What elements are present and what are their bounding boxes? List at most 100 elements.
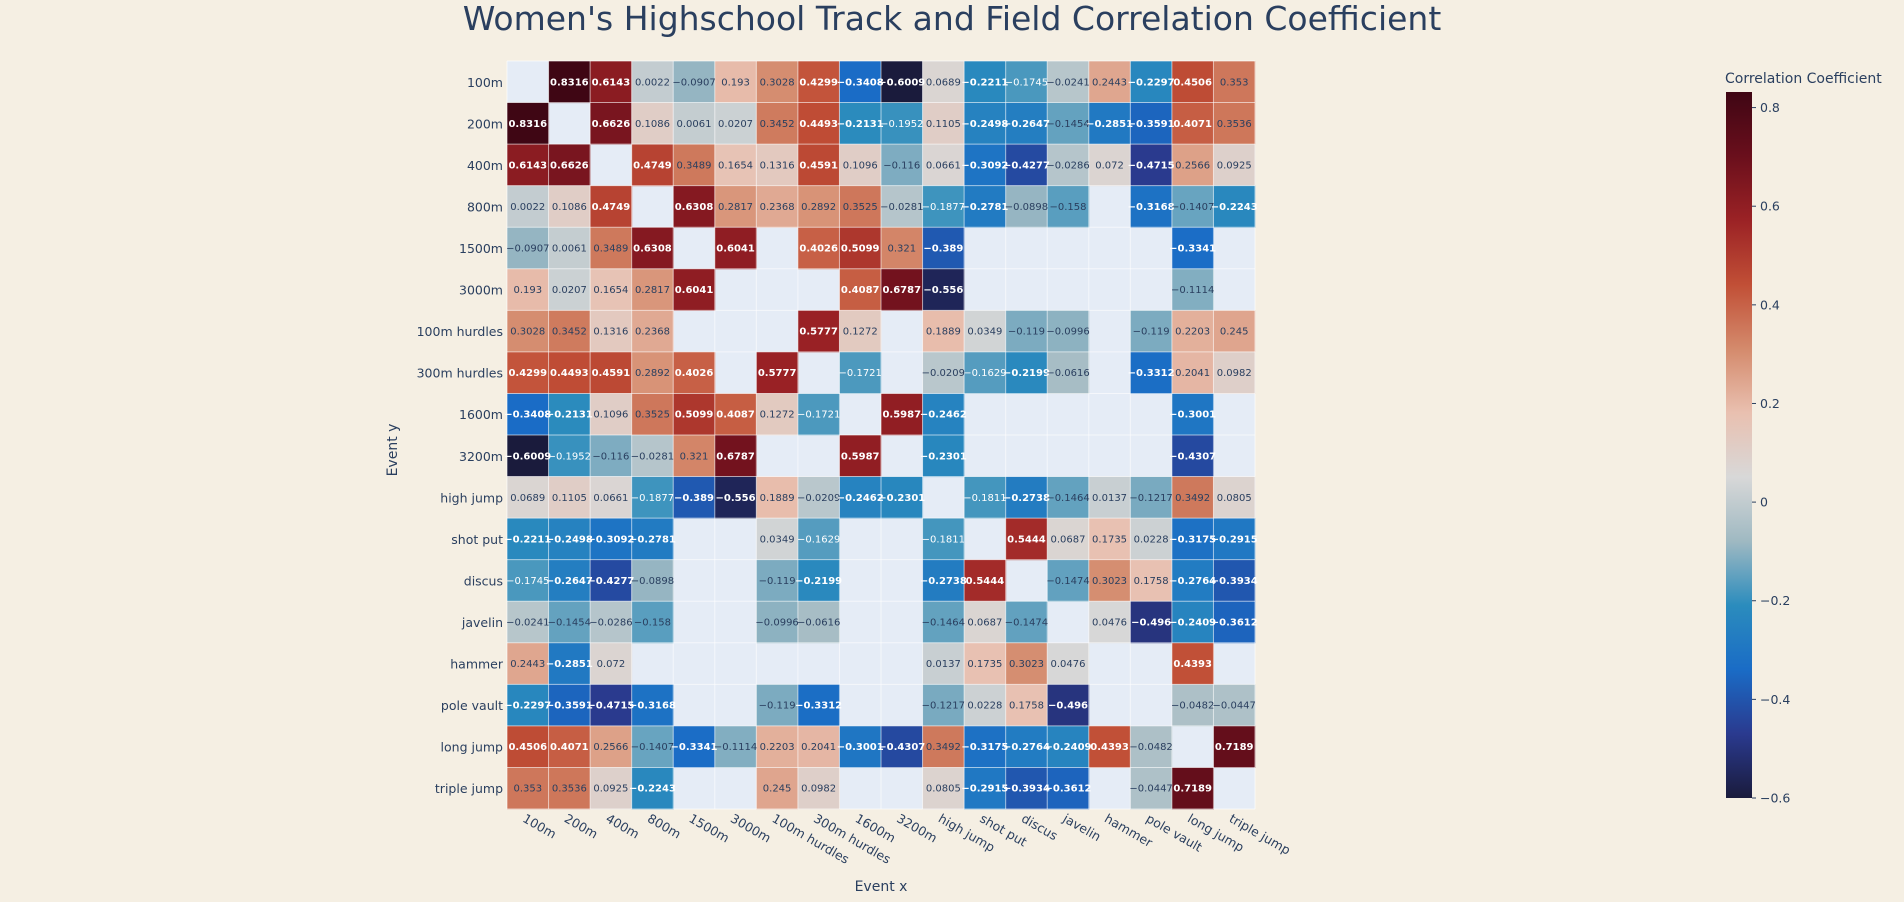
x-tick-label: 400m bbox=[603, 811, 642, 842]
cell-value-label: 0.321 bbox=[680, 451, 709, 462]
cell-value-label: 0.6041 bbox=[716, 244, 755, 255]
cell-value-label: 0.0022 bbox=[635, 77, 670, 88]
heatmap-cell bbox=[839, 435, 882, 478]
cell-value-label: −0.2738 bbox=[1003, 493, 1050, 504]
x-tick-label: 1500m bbox=[687, 811, 733, 846]
cell-value-label: 0.5099 bbox=[841, 244, 880, 255]
cell-value-label: −0.4715 bbox=[1128, 160, 1175, 171]
heatmap-cell bbox=[922, 601, 965, 644]
heatmap-cell bbox=[1047, 518, 1090, 561]
heatmap-cell bbox=[1171, 268, 1214, 311]
cell-value-label: −0.0281 bbox=[880, 202, 923, 213]
cell-value-label: 0.0925 bbox=[1217, 160, 1252, 171]
cell-value-label: 0.1086 bbox=[552, 202, 587, 213]
heatmap-cell bbox=[507, 185, 550, 228]
heatmap-cell bbox=[964, 559, 1007, 602]
cell-value-label: −0.0447 bbox=[1213, 701, 1256, 712]
cell-value-label: 0.4591 bbox=[592, 368, 631, 379]
heatmap-cell bbox=[1088, 725, 1131, 768]
cell-value-label: 0.4299 bbox=[508, 368, 547, 379]
heatmap-cell bbox=[590, 393, 633, 436]
cell-value-label: 0.072 bbox=[1095, 160, 1124, 171]
heatmap-cell bbox=[507, 767, 550, 810]
x-tick-label: javelin bbox=[1060, 810, 1104, 844]
y-tick-label: 1500m bbox=[459, 241, 503, 256]
heatmap-cell bbox=[548, 268, 591, 311]
cell-value-label: −0.1217 bbox=[922, 701, 965, 712]
heatmap-cell bbox=[1171, 767, 1214, 810]
heatmap-cell bbox=[507, 435, 550, 478]
cell-value-label: 0.3452 bbox=[760, 119, 795, 130]
cell-value-label: 0.1735 bbox=[967, 659, 1002, 670]
cell-value-label: 0.245 bbox=[763, 784, 792, 795]
heatmap-cell bbox=[756, 61, 799, 104]
heatmap-cell bbox=[548, 393, 591, 436]
heatmap-cell bbox=[797, 476, 840, 519]
heatmap-cell bbox=[839, 310, 882, 353]
heatmap-cell bbox=[1130, 725, 1173, 768]
heatmap-cell bbox=[1047, 144, 1090, 187]
cell-value-label: −0.1745 bbox=[1005, 77, 1048, 88]
heatmap-cell bbox=[548, 144, 591, 187]
cell-value-label: 0.7189 bbox=[1173, 784, 1212, 795]
cell-value-label: 0.4506 bbox=[508, 742, 547, 753]
heatmap-cell bbox=[1005, 476, 1048, 519]
heatmap-cell bbox=[548, 559, 591, 602]
heatmap-cell bbox=[964, 642, 1007, 685]
heatmap-cell bbox=[714, 185, 757, 228]
heatmap-cell bbox=[631, 476, 674, 519]
y-tick-label: pole vault bbox=[441, 698, 503, 713]
heatmap-cell bbox=[673, 476, 716, 519]
cell-value-label: 0.3536 bbox=[1217, 119, 1252, 130]
cell-value-label: −0.4277 bbox=[587, 576, 634, 587]
heatmap-cell bbox=[507, 601, 550, 644]
heatmap-cell bbox=[756, 393, 799, 436]
heatmap-cell bbox=[756, 559, 799, 602]
cell-value-label: −0.3934 bbox=[1003, 784, 1050, 795]
colorbar-ticks: 0.8 0.6 0.4 0.2 0 −0.2 −0.4 −0.6 bbox=[1752, 100, 1790, 806]
heatmap-cell bbox=[922, 518, 965, 561]
heatmap-cell bbox=[1213, 185, 1256, 228]
heatmap-cell bbox=[673, 61, 716, 104]
cell-value-label: 0.3028 bbox=[760, 77, 795, 88]
heatmap-cell bbox=[756, 601, 799, 644]
cell-value-label: −0.0241 bbox=[506, 618, 549, 629]
heatmap-cell bbox=[922, 642, 965, 685]
heatmap-cell bbox=[590, 351, 633, 394]
cell-value-label: −0.2297 bbox=[504, 701, 551, 712]
cell-value-label: −0.116 bbox=[883, 160, 920, 171]
heatmap-cell bbox=[1005, 767, 1048, 810]
cell-value-label: −0.3001 bbox=[1169, 410, 1216, 421]
cell-value-label: −0.1454 bbox=[1046, 119, 1089, 130]
cell-value-label: 0.4493 bbox=[550, 368, 589, 379]
cell-value-label: −0.3168 bbox=[629, 701, 676, 712]
cell-value-label: −0.0616 bbox=[797, 618, 840, 629]
heatmap-cell bbox=[631, 268, 674, 311]
cell-value-label: −0.1629 bbox=[963, 368, 1006, 379]
heatmap-cell bbox=[922, 310, 965, 353]
cell-value-label: 0.0805 bbox=[926, 784, 961, 795]
heatmap-cell bbox=[1213, 310, 1256, 353]
heatmap-cell bbox=[1213, 144, 1256, 187]
heatmap-cell bbox=[839, 102, 882, 145]
cell-value-label: −0.1454 bbox=[548, 618, 591, 629]
cell-value-label: −0.2211 bbox=[961, 77, 1008, 88]
heatmap-cell bbox=[548, 435, 591, 478]
heatmap-cell bbox=[590, 725, 633, 768]
heatmap-cell bbox=[590, 767, 633, 810]
heatmap-cell bbox=[1047, 102, 1090, 145]
heatmap-cell bbox=[881, 102, 924, 145]
heatmap-cell bbox=[1047, 725, 1090, 768]
heatmap-cell bbox=[1171, 185, 1214, 228]
cell-value-label: −0.0482 bbox=[1129, 742, 1172, 753]
y-tick-label: 3200m bbox=[459, 449, 503, 464]
cell-value-label: 0.1272 bbox=[760, 410, 795, 421]
heatmap-cell bbox=[922, 435, 965, 478]
heatmap-cell bbox=[797, 725, 840, 768]
heatmap-cell bbox=[797, 767, 840, 810]
cell-value-label: −0.1629 bbox=[797, 534, 840, 545]
heatmap-cell bbox=[631, 310, 674, 353]
cell-value-label: 0.1096 bbox=[593, 410, 628, 421]
heatmap-cell bbox=[1088, 61, 1131, 104]
